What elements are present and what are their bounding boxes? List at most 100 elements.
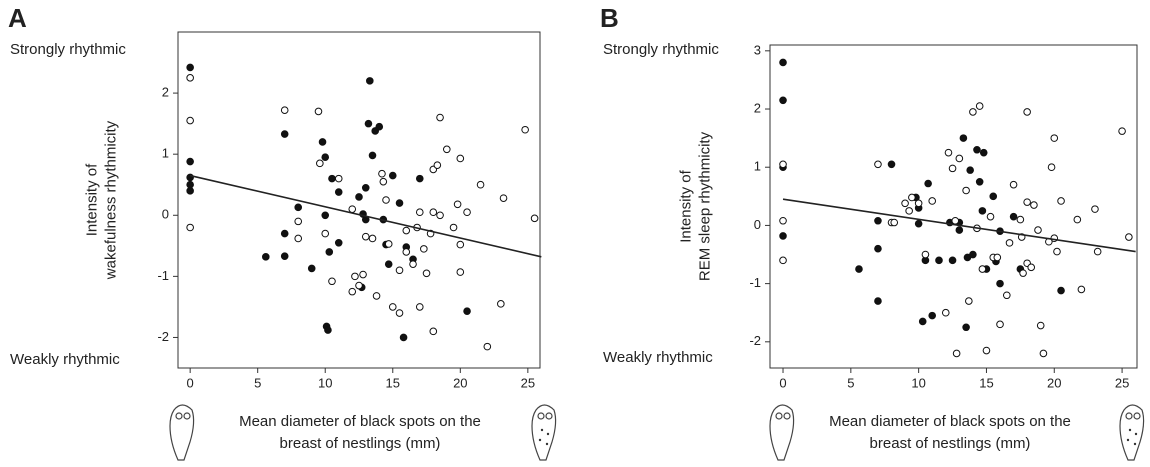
scatter-point <box>874 297 882 305</box>
scatter-point <box>941 308 950 317</box>
y-tick-label: 2 <box>162 85 169 100</box>
scatter-point <box>463 307 471 315</box>
scatter-point <box>436 113 444 122</box>
scatter-point <box>779 96 787 105</box>
scatter-point <box>1019 269 1027 277</box>
y-axis-label: wakefulness rhythmicity <box>102 120 119 280</box>
scatter-point <box>874 216 882 225</box>
y-tick-label: -2 <box>749 333 761 348</box>
scatter-point <box>366 77 374 85</box>
scatter-point <box>368 234 377 243</box>
y-tick-label: 3 <box>754 42 761 57</box>
scatter-point <box>975 102 984 110</box>
scatter-point <box>294 217 303 226</box>
scatter-point <box>388 303 397 311</box>
scatter-point <box>186 157 194 166</box>
scatter-point <box>359 270 367 279</box>
scatter-point <box>334 238 343 247</box>
y-axis-label: Intensity of <box>83 163 100 236</box>
scatter-point <box>355 193 363 201</box>
scatter-point <box>318 138 327 146</box>
scatter-point <box>186 74 194 82</box>
scatter-point <box>914 199 923 208</box>
scatter-point <box>420 245 428 253</box>
scatter-point <box>429 327 438 336</box>
y-tick-label: 2 <box>754 100 761 115</box>
scatter-point <box>962 186 970 195</box>
scatter-point <box>966 166 974 174</box>
scatter-point <box>355 281 363 290</box>
scatter-point <box>379 177 388 186</box>
annotation: Strongly rhythmic <box>603 41 719 58</box>
scatter-point <box>982 346 991 355</box>
x-axis-label: breast of nestlings (mm) <box>870 435 1031 452</box>
scatter-point <box>1091 205 1099 213</box>
scatter-point <box>1057 286 1065 295</box>
scatter-point <box>334 188 343 196</box>
scatter-point <box>973 145 981 154</box>
scatter-point <box>908 193 916 202</box>
scatter-point <box>921 250 930 259</box>
plot-frame <box>177 31 541 369</box>
x-axis-label: breast of nestlings (mm) <box>280 435 441 452</box>
scatter-point <box>935 256 943 265</box>
owl-icon <box>531 404 557 461</box>
scatter-point <box>375 122 384 131</box>
scatter-point <box>965 297 973 305</box>
scatter-point <box>989 192 998 201</box>
scatter-point <box>395 309 404 317</box>
scatter-point <box>928 197 937 205</box>
x-tick-label: 25 <box>1115 375 1129 390</box>
scatter-point <box>887 160 896 169</box>
scatter-point <box>382 196 390 204</box>
scatter-point <box>348 205 357 213</box>
scatter-point <box>186 223 194 232</box>
scatter-point <box>1016 215 1025 224</box>
scatter-point <box>334 174 343 183</box>
scatter-point <box>402 248 411 256</box>
scatter-point <box>463 208 471 217</box>
scatter-point <box>364 119 373 128</box>
x-tick-label: 20 <box>453 375 467 390</box>
scatter-point <box>433 161 442 169</box>
scatter-point <box>186 63 194 72</box>
x-tick-label: 25 <box>521 375 535 390</box>
x-tick-label: 10 <box>318 375 332 390</box>
scatter-point <box>890 218 899 227</box>
scatter-point <box>368 151 377 160</box>
scatter-point <box>928 311 937 320</box>
scatter-point <box>422 269 431 278</box>
scatter-point <box>955 226 964 234</box>
scatter-point <box>969 250 977 259</box>
scatter-point <box>948 256 957 265</box>
x-tick-label: 0 <box>187 375 194 390</box>
scatter-point <box>993 253 1002 262</box>
scatter-point <box>978 265 987 273</box>
scatter-point <box>395 266 404 275</box>
scatter-point <box>476 180 485 189</box>
scatter-point <box>874 160 882 169</box>
scatter-point <box>415 174 424 183</box>
scatter-point <box>453 200 462 209</box>
scatter-point <box>962 323 970 332</box>
x-tick-label: 5 <box>847 375 854 390</box>
scatter-point <box>1039 349 1048 358</box>
y-axis-label: Intensity of <box>677 169 694 242</box>
scatter-point <box>186 116 194 125</box>
scatter-point <box>456 154 465 163</box>
scatter-point <box>328 174 336 183</box>
scatter-point <box>855 265 863 273</box>
scatter-point <box>186 187 194 195</box>
plot-frame <box>769 44 1138 369</box>
y-tick-label: 1 <box>754 159 761 174</box>
scatter-point <box>1034 226 1042 234</box>
scatter-point <box>378 169 386 178</box>
scatter-point <box>372 292 381 300</box>
scatter-point <box>979 148 988 157</box>
x-axis-label: Mean diameter of black spots on the <box>239 413 481 430</box>
scatter-point <box>351 272 359 281</box>
scatter-point <box>952 349 961 358</box>
scatter-point <box>996 320 1004 329</box>
x-tick-label: 15 <box>386 375 400 390</box>
scatter-point <box>1023 198 1031 206</box>
